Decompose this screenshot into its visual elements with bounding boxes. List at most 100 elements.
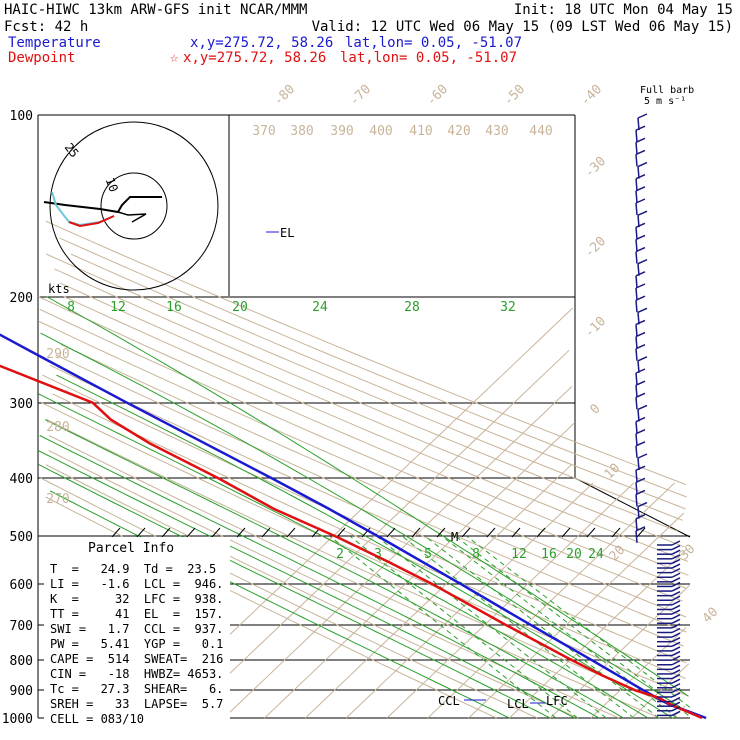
wind-barb-flag [671, 618, 681, 624]
hash-mark [336, 527, 346, 538]
moist-adiabat-label: 28 [404, 300, 420, 315]
wind-barb [637, 360, 640, 373]
wind-barb [635, 482, 638, 495]
theta-side-label: 270 [46, 492, 69, 507]
barb-key-title: Full barb [640, 85, 694, 96]
hash-mark [136, 527, 146, 538]
wind-barb [635, 385, 638, 398]
wind-barb-flag [671, 687, 681, 694]
wind-barb-flag [635, 514, 646, 520]
pressure-tick-label: 1000 [2, 712, 33, 727]
wind-barb [637, 409, 640, 422]
hash-mark [386, 527, 396, 538]
hash-mark [436, 527, 446, 538]
wind-barb-flag [635, 441, 646, 447]
wind-barb-flag [635, 392, 646, 398]
theta-label: 440 [529, 124, 552, 139]
wind-barb-flag [671, 544, 681, 551]
mixing-ratio-label: 5 [424, 547, 432, 562]
hodograph-ring-25 [49, 121, 219, 291]
hash-mark [561, 527, 571, 538]
dewpoint-latlon: lat,lon= 0.05, -51.07 [340, 50, 517, 66]
dry-adiabat-line [59, 282, 685, 548]
wind-barb-flag [637, 453, 648, 459]
moist-adiabat-label: 20 [232, 300, 248, 315]
pressure-tick-label: 700 [10, 619, 33, 634]
wind-barb-flag [637, 210, 648, 216]
isotherm-line [468, 512, 685, 719]
wind-barb-flag [635, 368, 646, 374]
wind-barb-flag [671, 683, 681, 689]
hodograph-ring-10 [100, 172, 168, 240]
wind-barb [635, 227, 638, 240]
lcl-label: LCL [507, 697, 529, 711]
wind-barb [635, 324, 638, 337]
wind-barb-flag [671, 655, 681, 661]
init-time: Init: 18 UTC Mon 04 May 15 [514, 2, 733, 18]
isotherm-label: 10 [602, 461, 624, 483]
wind-barb [635, 190, 638, 203]
mixing-ratio-label: 8 [472, 547, 480, 562]
theta-label: 400 [369, 124, 392, 139]
mixing-ratio-line [466, 536, 691, 708]
theta-label: 370 [252, 124, 275, 139]
level-annotations: EL M CCL LCL LFC [266, 226, 568, 711]
mixing-ratio-line [350, 536, 578, 719]
wind-barb [635, 178, 638, 191]
right-frame-diagonal [574, 477, 691, 538]
pressure-tick-label: 200 [10, 291, 33, 306]
mixing-ratio-label: 16 [541, 547, 557, 562]
isotherm-label: -10 [582, 314, 609, 341]
parcel-info-row: CAPE = 514 SWEAT= 216 [50, 652, 223, 666]
wind-barb [635, 336, 638, 349]
dry-adiabat-line [48, 435, 660, 719]
wind-barb-flag [671, 696, 681, 703]
wind-barb-flag [635, 477, 646, 483]
temperature-legend: Temperature [8, 35, 101, 51]
mixing-ratio-line [425, 536, 660, 719]
wind-barb-flag [671, 540, 681, 546]
dry-adiabat-line [45, 253, 683, 521]
dewpoint-legend: Dewpoint [8, 50, 75, 66]
wind-barb [635, 251, 638, 264]
dry-adiabat-line [39, 308, 687, 590]
moist-adiabat-line [46, 296, 689, 697]
wind-barb-flag [635, 344, 646, 350]
hash-mark [611, 527, 621, 538]
wind-barb [635, 202, 638, 216]
wind-barb-flag [671, 554, 681, 560]
header: HAIC-HIWC 13km ARW-GFS init NCAR/MMM Ini… [4, 2, 733, 107]
el-label: EL [280, 226, 294, 240]
wind-barb [635, 530, 638, 543]
wind-barb-flag [635, 125, 646, 131]
hash-mark [511, 527, 521, 538]
forecast-hour: Fcst: 42 h [4, 19, 88, 35]
hash-mark [361, 527, 371, 538]
hodograph-trace-red [68, 215, 115, 228]
wind-barb-flag [635, 222, 646, 228]
wind-barb-flag [671, 701, 681, 707]
parcel-info-row: PW = 5.41 YGP = 0.1 [50, 637, 223, 651]
moist-adiabat-line [40, 332, 690, 714]
mixing-ratio-label: 20 [566, 547, 582, 562]
hash-mark [286, 527, 296, 538]
wind-barb [637, 117, 640, 131]
wind-barb-column [635, 113, 681, 717]
theta-label: 410 [409, 124, 432, 139]
isotherm-label: 40 [700, 605, 722, 627]
dry-adiabat-line [48, 450, 620, 719]
dry-adiabat-line [45, 464, 579, 719]
moist-adiabat-label: 16 [166, 300, 182, 315]
wind-barb-flag [635, 246, 646, 253]
theta-label: 390 [330, 124, 353, 139]
wind-barb-flag [635, 295, 646, 301]
moist-adiabat-line [44, 419, 624, 719]
isotherm-label: -80 [271, 82, 298, 109]
parcel-info-row: T = 24.9 Td = 23.5 [50, 562, 216, 576]
wind-barb [635, 421, 638, 434]
valid-time: Valid: 12 UTC Wed 06 May 15 (09 LST Wed … [312, 19, 733, 35]
wind-barb-flag [635, 429, 646, 435]
wind-barb [637, 166, 640, 179]
dry-adiabat-line [55, 354, 687, 633]
lfc-label: LFC [546, 694, 568, 708]
